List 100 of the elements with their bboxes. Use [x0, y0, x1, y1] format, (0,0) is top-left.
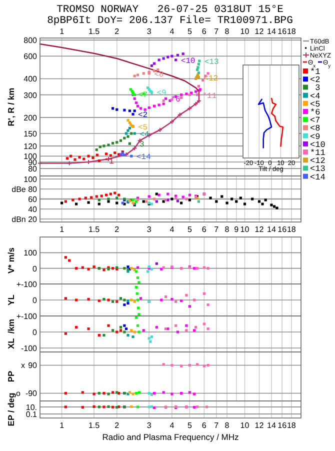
x-axis-title: Radio and Plasma Frequency / MHz — [102, 432, 239, 442]
x-tick-label: 3 — [146, 27, 152, 36]
x-tick-label: 14 — [267, 421, 276, 430]
x-tick-label: 10 — [240, 27, 250, 36]
x-tick-label: 1.5 — [88, 27, 100, 36]
y-tick-label: 0 — [32, 296, 38, 305]
x-tick-label: 4 — [170, 225, 175, 234]
y-tick-label: dBn 20 — [12, 215, 38, 224]
legend-label: <4 — [310, 91, 320, 102]
y-tick-label: 100 — [24, 248, 38, 258]
y-tick-label: 0.1 — [26, 410, 38, 419]
x-tick-label: 8 — [224, 225, 230, 234]
x-tick-label: 5 — [187, 27, 192, 36]
x-tick-label: 2 — [114, 27, 120, 36]
text: *6 — [170, 96, 180, 105]
y-axis-title: YL — [6, 294, 16, 306]
chart-title: TROMSO NORWAY 26-07-25 0318UT 15°E — [56, 4, 284, 16]
legend-label: <14 — [310, 172, 326, 182]
x-tick-label: 1 — [60, 27, 65, 36]
legend-label: <7 — [310, 116, 320, 126]
y-tick-label: 90 — [28, 158, 38, 167]
x-tick-label: 1 — [60, 421, 65, 430]
text: <5 — [138, 123, 148, 132]
y-axis-title: V* m/s — [6, 247, 16, 274]
x-tick-label: 16 — [278, 27, 288, 36]
x-tick-label: 3 — [146, 421, 152, 430]
x-tick-label: 14 — [267, 225, 276, 234]
x-tick-label: 6 — [202, 27, 207, 36]
x-tick-label: 2 — [114, 225, 120, 234]
text: <4 — [140, 130, 150, 140]
x-tick-label: 16 — [278, 225, 288, 234]
legend-label: <12 — [310, 156, 326, 166]
x-tick-label: 8 — [224, 27, 230, 36]
x-tick-label: 4 — [170, 27, 175, 36]
text: <10 — [180, 56, 196, 66]
x-tick-label: 12 — [254, 421, 264, 430]
legend-label: <13 — [310, 164, 326, 174]
x-tick-label: 6 — [202, 421, 207, 430]
y-tick-label: -90 — [25, 389, 38, 398]
x-tick-label: 18 — [286, 27, 296, 36]
x-tick-label: 12 — [254, 225, 264, 234]
y-tick-label: 100 — [24, 175, 38, 184]
y-tick-label: dBe 80 — [12, 185, 38, 194]
text: o — [16, 389, 22, 398]
x-tick-label: 18 — [286, 421, 296, 430]
y-tick-label: 400 — [24, 74, 38, 84]
x-tick-label: 5 — [187, 225, 192, 234]
text: <7 — [138, 90, 148, 100]
y-axis-title: EP / deg — [6, 392, 16, 426]
x-tick-label: 16 — [278, 421, 288, 430]
y-tick-label: +-100 — [16, 312, 38, 321]
x-tick-label: 9 — [234, 225, 240, 234]
x-tick-label: 3 — [146, 225, 152, 234]
y-tick-label: 60 — [28, 195, 38, 204]
y-tick-label: 150 — [24, 129, 38, 138]
text: x — [21, 361, 25, 370]
y-tick-label: 10. — [26, 402, 37, 412]
x-tick-label: 10 — [240, 225, 250, 234]
x-tick-label: 1.5 — [88, 421, 100, 430]
text: <2 — [138, 111, 148, 120]
y-tick-label: 300 — [24, 90, 38, 100]
x-tick-label: 18 — [286, 225, 296, 234]
y-axis-title: XL /km — [6, 318, 16, 350]
x-tick-label: 2 — [114, 421, 120, 430]
y-tick-label: 40 — [28, 205, 38, 214]
y-tick-label: 90 — [28, 361, 38, 370]
legend-label: <8 — [310, 124, 320, 134]
legend-label: <2 — [310, 75, 320, 86]
y-tick-label: 0 — [32, 264, 38, 274]
x-tick-label: 1 — [60, 225, 65, 234]
y-axis-title: R', R / km — [6, 87, 16, 126]
text: <8 — [154, 70, 164, 80]
x-tick-label: 8 — [224, 421, 230, 430]
y-axis-title: PP — [6, 370, 16, 382]
text: <13 — [204, 58, 219, 67]
chart-subtitle: 8pBP6It DoY= 206.137 File= TR100971.BPG — [47, 15, 293, 27]
x-tick-label: 14 — [267, 27, 276, 36]
y-tick-label: 800 — [24, 36, 38, 46]
text: 3 — [139, 140, 144, 150]
x-tick-label: 1.5 — [88, 225, 100, 234]
legend-label: *11 — [310, 148, 326, 158]
y-tick-label: -100 — [20, 344, 38, 353]
legend-label: <10 — [310, 140, 326, 150]
text: *1 — [104, 158, 114, 167]
legend-label: *6 — [310, 108, 320, 118]
x-tick-label: 7 — [214, 421, 220, 430]
x-tick-label: 7 — [214, 225, 220, 234]
x-tick-label: 10 — [240, 421, 250, 430]
y-tick-label: 600 — [24, 52, 38, 62]
y-tick-label: 120 — [24, 142, 38, 151]
legend-label: *1 — [310, 67, 320, 77]
x-tick-label: 6 — [202, 225, 207, 234]
legend-label: <9 — [310, 132, 320, 142]
y-tick-label: +-100 — [16, 280, 38, 289]
x-tick-label: 7 — [214, 27, 220, 36]
y-tick-label: 200 — [24, 113, 38, 122]
y-tick-label: 80 — [28, 164, 38, 174]
legend-label: <5 — [310, 99, 320, 110]
x-tick-label: 12 — [254, 27, 264, 36]
x-tick-label: 5 — [187, 421, 192, 430]
